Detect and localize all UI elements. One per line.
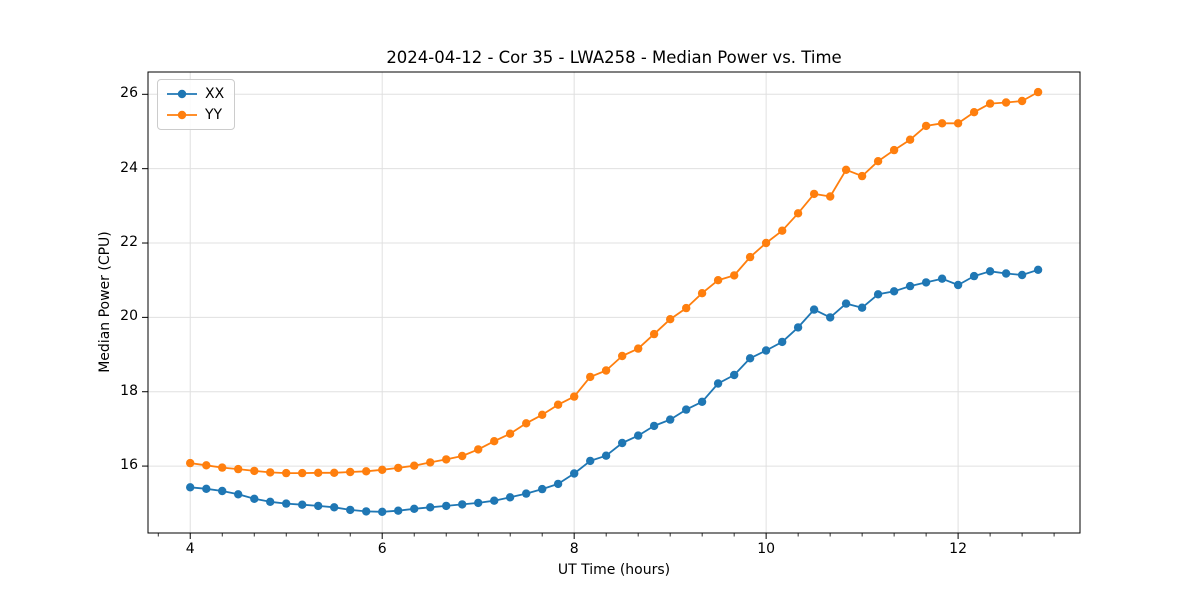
y-tick-label: 16 [120,457,138,474]
x-axis-label: UT Time (hours) [557,562,671,578]
legend: XX YY [157,79,236,130]
legend-label-yy: YY [205,107,223,123]
y-tick-label: 20 [120,308,138,325]
y-tick-label: 22 [120,234,138,251]
line-marker-icon [167,110,197,120]
chart-title: 2024-04-12 - Cor 35 - LWA258 - Median Po… [386,48,842,67]
y-tick-label: 18 [120,382,138,399]
x-tick-label: 8 [569,541,579,557]
x-tick-label: 10 [757,541,776,557]
y-axis-label: Median Power (CPU) [97,231,113,373]
y-tick-label: 26 [120,85,138,102]
line-marker-icon [167,89,197,99]
y-tick-label: 24 [120,159,138,176]
legend-item-xx: XX [166,85,224,103]
legend-label-xx: XX [205,86,225,102]
x-tick-label: 12 [949,541,967,557]
x-tick-label: 4 [185,541,195,557]
legend-item-yy: YY [166,106,224,124]
x-tick-label: 6 [377,541,387,557]
